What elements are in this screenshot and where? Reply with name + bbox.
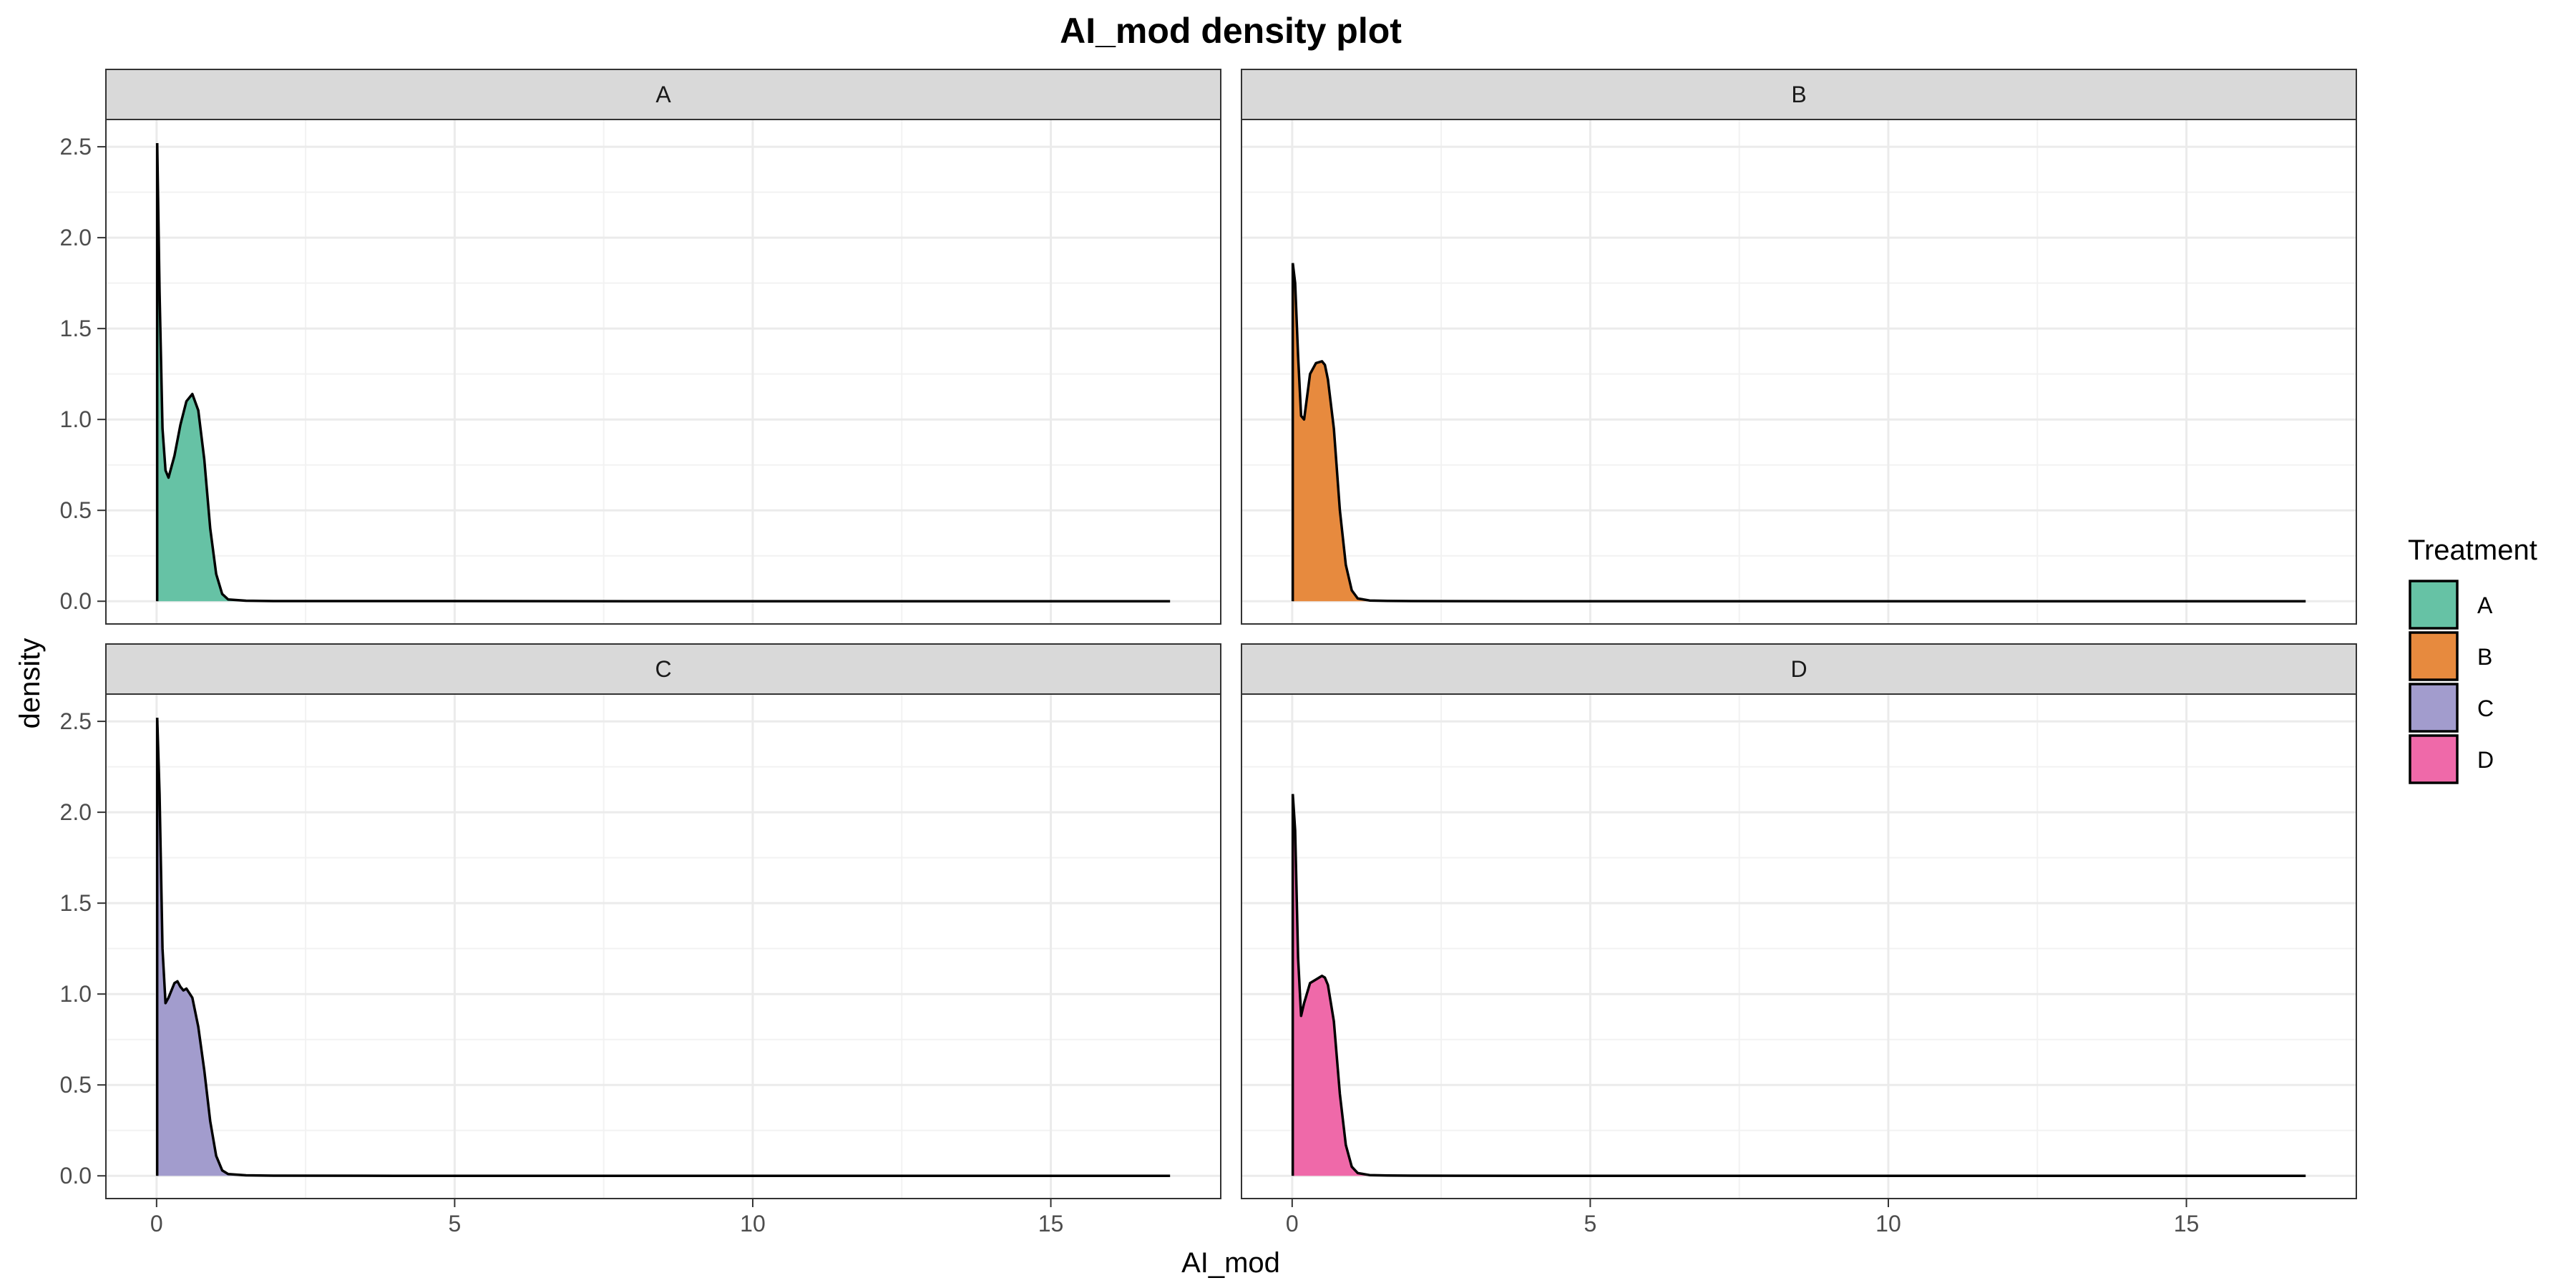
y-tick-label: 1.5 [60, 316, 92, 341]
panel-background [1241, 694, 2356, 1199]
y-tick-label: 1.0 [60, 406, 92, 432]
density-line-d [1291, 794, 2306, 1177]
chart-title: AI_mod density plot [1060, 11, 1402, 51]
facet-strip-label: B [1791, 82, 1806, 107]
y-tick-label: 2.5 [60, 134, 92, 160]
facet-strip [1241, 69, 2357, 120]
y-tick-label: 2.0 [60, 799, 92, 825]
panel-border [105, 119, 1221, 625]
facet-strip [105, 69, 1221, 120]
y-tick-label: 1.0 [60, 981, 92, 1007]
facet-d: D 0 5 10 15 [1241, 643, 2357, 1236]
y-tick-label: 2.0 [60, 225, 92, 250]
legend-swatch [2409, 683, 2459, 733]
facet-panels: A 0.0 0.5 1.0 1.5 2.0 2.5 B C 0.0 0.5 1.0 1.5 2.0 2.5 0… [60, 69, 2357, 1236]
legend-swatch [2409, 631, 2459, 681]
facet-strip-label: D [1790, 656, 1807, 682]
facet-c: C 0.0 0.5 1.0 1.5 2.0 2.5 0 5 10 15 [60, 643, 1221, 1236]
facet-strip-label: C [655, 656, 671, 682]
facet-a: A 0.0 0.5 1.0 1.5 2.0 2.5 [60, 69, 1221, 625]
x-tick-label: 10 [1875, 1211, 1901, 1236]
density-line-a [155, 142, 1171, 602]
panel-background [106, 694, 1221, 1199]
x-tick-label: 15 [2174, 1211, 2200, 1236]
legend: Treatment AB C D [2408, 535, 2537, 784]
y-tick-label: 0.5 [60, 497, 92, 523]
x-tick-label: 0 [150, 1211, 163, 1236]
y-axis-title: density [14, 638, 46, 729]
panel-border [105, 693, 1221, 1199]
x-tick-label: 5 [448, 1211, 461, 1236]
panel-border [1241, 119, 2357, 625]
density-line-b [1291, 263, 2306, 602]
legend-item-b: B [2409, 631, 2492, 681]
legend-swatch [2409, 734, 2459, 784]
legend-item-a: A [2409, 580, 2493, 630]
legend-title: Treatment [2408, 535, 2537, 566]
facet-strip-label: A [655, 82, 671, 107]
x-axis-title: AI_mod [1181, 1247, 1280, 1279]
panel-background [1241, 119, 2356, 624]
panel-border [1241, 693, 2357, 1199]
density-line-c [155, 717, 1171, 1177]
legend-label: D [2477, 747, 2494, 773]
x-tick-label: 15 [1038, 1211, 1064, 1236]
x-tick-label: 10 [740, 1211, 766, 1236]
legend-item-c: C [2409, 683, 2494, 733]
facet-strip [1241, 643, 2357, 695]
y-tick-label: 2.5 [60, 708, 92, 734]
facet-b: B [1241, 69, 2357, 625]
legend-item-d: D [2409, 734, 2494, 784]
y-tick-label: 0.0 [60, 588, 92, 614]
x-tick-label: 0 [1286, 1211, 1299, 1236]
panel-background [106, 119, 1221, 624]
facet-strip [105, 643, 1221, 695]
y-tick-label: 0.0 [60, 1163, 92, 1189]
x-tick-label: 5 [1584, 1211, 1596, 1236]
y-tick-label: 0.5 [60, 1072, 92, 1098]
legend-label: C [2477, 696, 2494, 721]
legend-swatch [2409, 580, 2459, 630]
legend-label: A [2477, 592, 2493, 618]
legend-label: B [2477, 644, 2492, 670]
y-tick-label: 1.5 [60, 890, 92, 916]
